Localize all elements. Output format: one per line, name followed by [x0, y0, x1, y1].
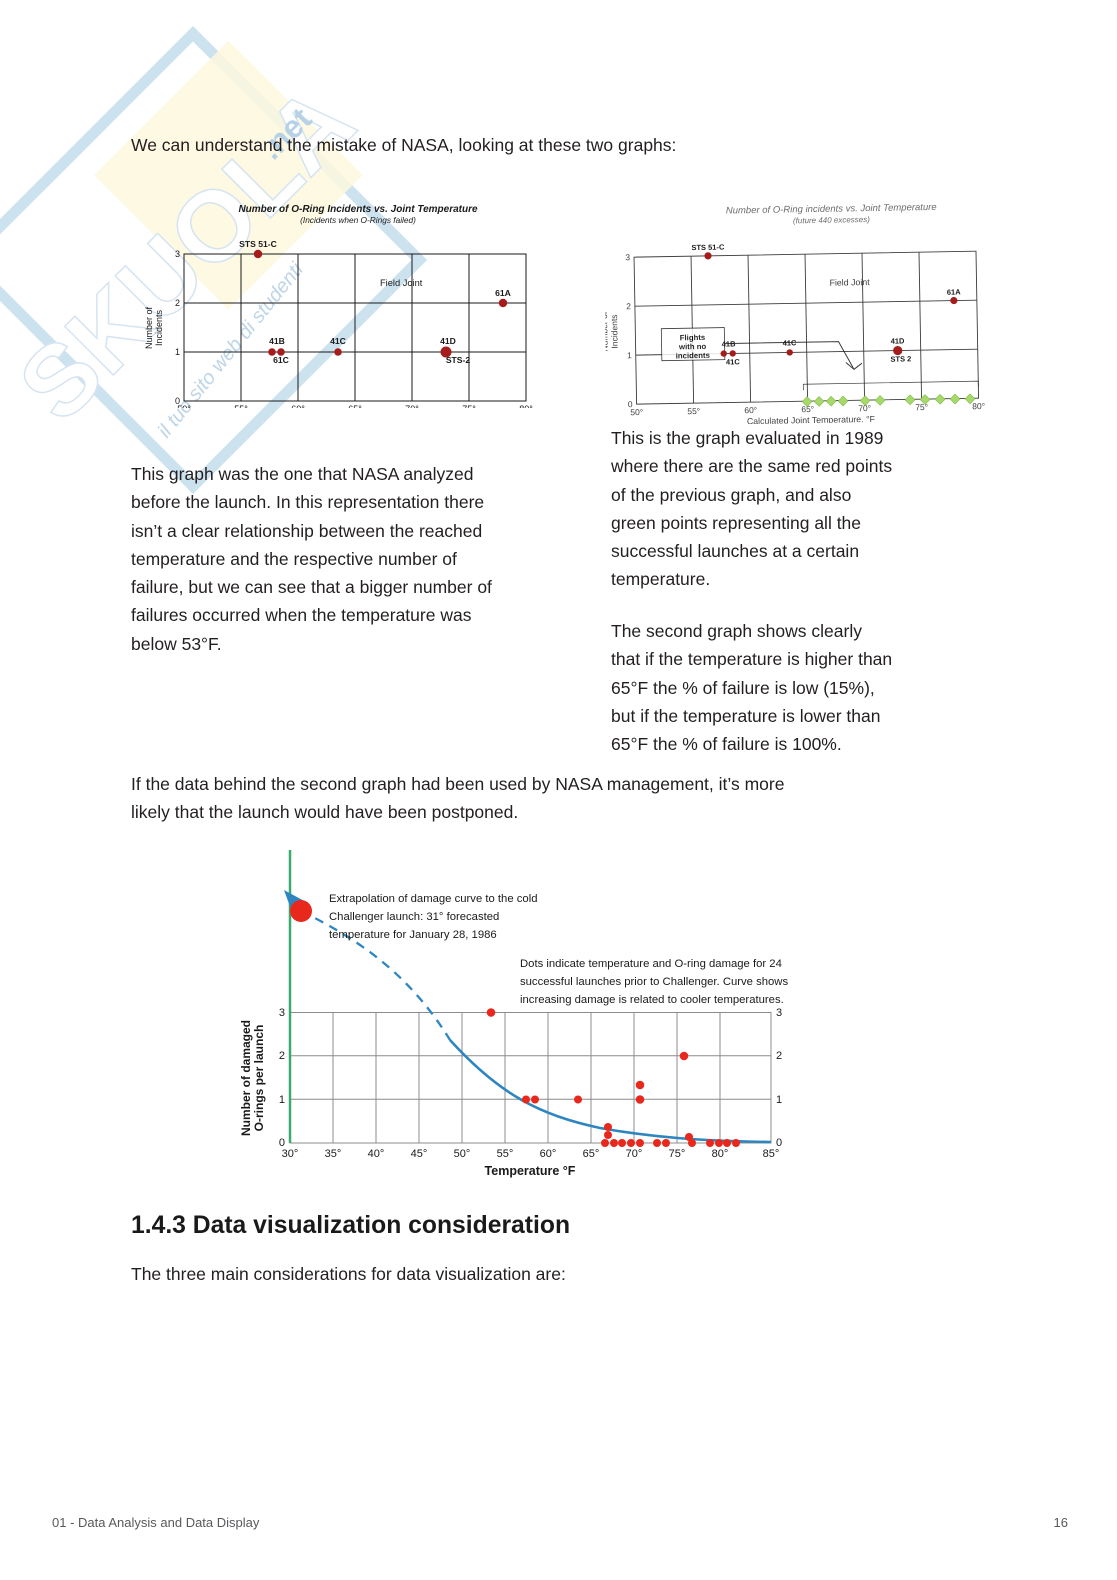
svg-text:41B: 41B: [269, 336, 285, 346]
svg-text:O-rings per launch: O-rings per launch: [252, 1025, 266, 1132]
svg-text:41C: 41C: [783, 338, 797, 347]
svg-text:55°: 55°: [497, 1148, 514, 1160]
svg-text:75°: 75°: [462, 404, 476, 408]
svg-text:STS 2: STS 2: [890, 354, 911, 363]
svg-text:55°: 55°: [234, 404, 248, 408]
svg-text:Challenger launch: 31° forecas: Challenger launch: 31° forecasted: [329, 911, 499, 923]
svg-text:65°: 65°: [348, 404, 362, 408]
svg-text:Dots indicate temperature and: Dots indicate temperature and O-ring dam…: [520, 958, 782, 970]
svg-text:30°: 30°: [282, 1148, 299, 1160]
svg-text:temperature for January 28, 19: temperature for January 28, 1986: [329, 929, 497, 941]
svg-text:incidents: incidents: [676, 351, 711, 361]
svg-text:Flights: Flights: [680, 333, 706, 342]
svg-text:Temperature °F: Temperature °F: [485, 1164, 576, 1178]
svg-text:80°: 80°: [519, 404, 533, 408]
svg-text:3: 3: [279, 1007, 285, 1019]
svg-text:3: 3: [625, 252, 630, 262]
svg-text:Number of O-Ring Incidents vs.: Number of O-Ring Incidents vs. Joint Tem…: [238, 204, 478, 215]
svg-text:successful launches prior to C: successful launches prior to Challenger.…: [520, 976, 788, 988]
svg-text:70°: 70°: [405, 404, 419, 408]
svg-text:2: 2: [279, 1050, 285, 1062]
svg-text:3: 3: [175, 249, 180, 259]
svg-text:65°: 65°: [583, 1148, 600, 1160]
svg-text:1: 1: [627, 350, 632, 360]
svg-text:Field Joint: Field Joint: [829, 277, 870, 288]
svg-text:85°: 85°: [763, 1148, 780, 1160]
svg-text:41D: 41D: [891, 336, 905, 345]
svg-text:75°: 75°: [669, 1148, 686, 1160]
svg-text:Field Joint: Field Joint: [380, 278, 423, 288]
svg-text:1: 1: [175, 347, 180, 357]
svg-text:2: 2: [175, 298, 180, 308]
svg-text:Incidents: Incidents: [609, 314, 620, 348]
svg-text:Extrapolation of damage curve: Extrapolation of damage curve to the col…: [329, 893, 538, 905]
svg-text:60°: 60°: [744, 405, 757, 415]
svg-text:Number of: Number of: [144, 307, 154, 350]
svg-text:55°: 55°: [687, 406, 700, 416]
svg-text:2: 2: [776, 1050, 782, 1062]
svg-text:2: 2: [626, 301, 631, 311]
svg-text:45°: 45°: [411, 1148, 428, 1160]
svg-text:35°: 35°: [325, 1148, 342, 1160]
svg-text:1: 1: [776, 1094, 782, 1106]
svg-text:60°: 60°: [291, 404, 305, 408]
svg-text:STS-2: STS-2: [446, 355, 471, 365]
svg-text:61A: 61A: [495, 288, 511, 298]
svg-text:50°: 50°: [177, 404, 191, 408]
svg-text:80°: 80°: [972, 401, 985, 411]
svg-text:1: 1: [279, 1094, 285, 1106]
svg-text:STS 51-C: STS 51-C: [239, 239, 277, 249]
svg-text:increasing damage is related t: increasing damage is related to cooler t…: [520, 994, 784, 1006]
svg-text:61C: 61C: [273, 355, 289, 365]
svg-text:3: 3: [776, 1007, 782, 1019]
svg-text:41B: 41B: [722, 339, 736, 348]
svg-text:70°: 70°: [626, 1148, 643, 1160]
svg-text:40°: 40°: [368, 1148, 385, 1160]
svg-text:41D: 41D: [440, 336, 456, 346]
svg-text:41C: 41C: [726, 357, 740, 366]
svg-text:50°: 50°: [454, 1148, 471, 1160]
svg-text:80°: 80°: [712, 1148, 729, 1160]
svg-text:Number of damaged: Number of damaged: [239, 1020, 253, 1136]
svg-text:(future 440 excesses): (future 440 excesses): [793, 215, 870, 225]
svg-text:Number of O-Ring incidents vs.: Number of O-Ring incidents vs. Joint Tem…: [726, 202, 937, 217]
svg-text:41C: 41C: [330, 336, 346, 346]
svg-text:50°: 50°: [630, 407, 643, 417]
svg-text:61A: 61A: [947, 287, 961, 296]
svg-text:Incidents: Incidents: [154, 309, 164, 346]
svg-text:(Incidents when O-Rings failed: (Incidents when O-Rings failed): [300, 215, 416, 225]
svg-text:STS 51-C: STS 51-C: [691, 243, 725, 253]
svg-text:60°: 60°: [540, 1148, 557, 1160]
